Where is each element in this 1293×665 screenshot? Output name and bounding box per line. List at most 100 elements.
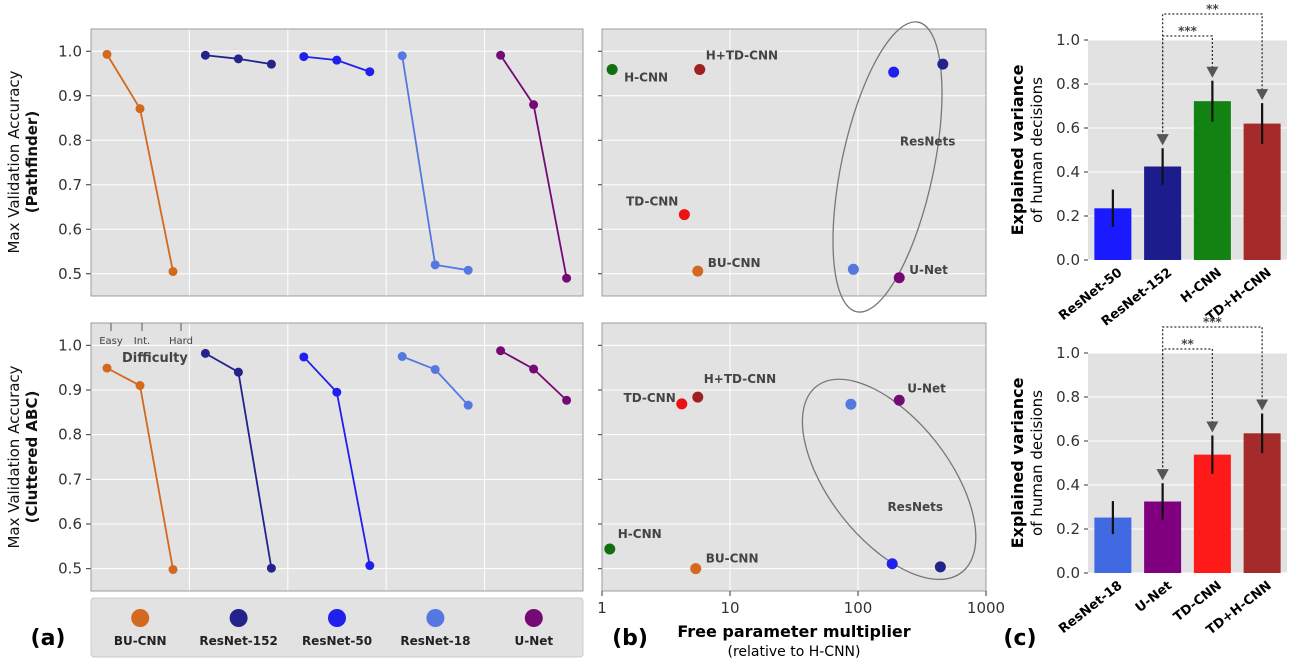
data-point-easy <box>299 52 309 62</box>
y-axis-sublabel-human-decisions: of human decisions <box>1028 77 1046 223</box>
y-tick-label: 0.6 <box>58 515 82 533</box>
scatter-point-label: BU-CNN <box>706 552 759 566</box>
legend-marker-resnet-50 <box>328 609 346 627</box>
y-tick-label: 0.2 <box>1056 520 1080 538</box>
resnets-group-ellipse <box>801 378 977 581</box>
scatter-point-u-net <box>893 394 905 406</box>
y-tick-label: 1.0 <box>58 42 82 60</box>
y-tick-label: 1.0 <box>1056 31 1080 49</box>
bar-td-h-cnn <box>1243 123 1281 260</box>
bar-td-h-cnn <box>1243 433 1281 573</box>
y-axis-label-explained-variance: Explained variance <box>1008 377 1027 548</box>
data-point-easy <box>496 50 506 60</box>
x-axis-sublabel: (relative to H-CNN) <box>728 644 861 660</box>
y-tick-label: 0.6 <box>58 220 82 238</box>
panel-c-letter: (c) <box>1003 626 1036 651</box>
y-axis-label: Max Validation Accuracy <box>5 70 23 253</box>
data-point-hard <box>168 565 178 575</box>
difficulty-hard-label: Hard <box>169 336 193 347</box>
difficulty-easy-label: Easy <box>99 336 123 347</box>
significance-bracket <box>1161 13 1263 137</box>
data-point-hard <box>562 273 572 283</box>
legend-box <box>90 597 584 658</box>
y-tick-label: 0.2 <box>1056 207 1080 225</box>
scatter-point-resnet-18 <box>845 398 857 410</box>
scatter-point-label: TD-CNN <box>626 195 678 209</box>
legend-marker-bu-cnn <box>131 609 150 627</box>
significance-arrowhead <box>1206 421 1219 433</box>
data-point-hard <box>168 267 178 277</box>
y-tick-label: 0.4 <box>1056 476 1080 494</box>
scatter-point-bu-cnn <box>692 265 704 277</box>
scatter-point-td-cnn <box>678 209 690 221</box>
y-tick-label: 0.4 <box>1056 163 1080 181</box>
scatter-point-h-td-cnn <box>692 391 704 403</box>
significance-label: *** <box>1178 24 1198 38</box>
data-point-easy <box>299 352 309 362</box>
x-tick-label: 1000 <box>967 599 1005 617</box>
scatter-point-label: H+TD-CNN <box>704 372 776 386</box>
y-axis-sublabel-human-decisions: of human decisions <box>1028 390 1046 536</box>
scatter-point-resnet-50 <box>886 558 898 570</box>
significance-arrowhead <box>1206 66 1219 78</box>
y-tick-label: 0.5 <box>58 265 82 283</box>
scatter-point-label: U-Net <box>907 381 946 395</box>
significance-bracket <box>1161 326 1263 472</box>
panel-b-top-background <box>602 29 986 296</box>
data-point-easy <box>200 50 210 60</box>
scatter-point-resnet-18 <box>847 263 859 275</box>
panel-frame <box>601 28 987 297</box>
y-tick-label: 0.8 <box>58 426 82 444</box>
data-point-hard <box>266 59 276 69</box>
scatter-point-label: H+TD-CNN <box>706 48 778 62</box>
resnets-annotation: ResNets <box>900 134 956 148</box>
scatter-point-h-td-cnn <box>694 63 706 75</box>
bar-td-cnn <box>1193 454 1231 573</box>
scatter-point-label: BU-CNN <box>708 256 761 270</box>
data-point-easy <box>102 49 112 59</box>
scatter-point-td-cnn <box>676 398 688 410</box>
y-tick-label: 0.0 <box>1056 251 1080 269</box>
y-tick-label: 0.8 <box>1056 75 1080 93</box>
data-point-int <box>529 364 539 374</box>
panel-a-top-background <box>91 29 583 296</box>
legend-marker-resnet-152 <box>229 609 248 627</box>
scatter-point-h-cnn <box>604 543 616 555</box>
scatter-point-resnet-152 <box>937 58 949 70</box>
y-axis-sublabel-pathfinder: (Pathfinder) <box>23 111 41 213</box>
data-point-easy <box>397 51 407 61</box>
scatter-point-u-net <box>893 272 905 284</box>
data-point-easy <box>496 346 506 356</box>
x-category-label: H-CNN <box>1178 265 1225 306</box>
difficulty-int-label: Int. <box>134 336 150 347</box>
significance-arrowhead <box>1256 89 1269 101</box>
x-tick-label: 100 <box>844 599 873 617</box>
y-tick-label: 0.8 <box>58 131 82 149</box>
significance-arrowhead <box>1156 134 1169 146</box>
scatter-point-label: H-CNN <box>624 70 668 84</box>
difficulty-title: Difficulty <box>122 351 188 366</box>
data-marks <box>102 13 1281 627</box>
data-point-int <box>233 54 243 64</box>
significance-label: ** <box>1181 337 1194 351</box>
data-point-int <box>529 100 539 110</box>
legend-label: ResNet-18 <box>400 634 470 648</box>
x-category-label: U-Net <box>1133 578 1175 616</box>
significance-label: *** <box>1203 315 1223 329</box>
data-point-int <box>332 387 342 397</box>
y-tick-label: 1.0 <box>58 336 82 354</box>
y-axis-label: Max Validation Accuracy <box>5 365 23 548</box>
data-point-easy <box>200 348 210 358</box>
data-point-easy <box>102 363 112 373</box>
significance-arrowhead <box>1256 399 1269 411</box>
panel-frame <box>90 322 584 592</box>
resnets-group-ellipse <box>832 21 943 313</box>
legend-label: U-Net <box>514 634 553 648</box>
y-tick-label: 0.5 <box>58 560 82 578</box>
scatter-point-h-cnn <box>606 63 618 75</box>
data-point-easy <box>397 352 407 361</box>
data-point-hard <box>365 67 375 77</box>
y-tick-label: 0.9 <box>58 381 82 399</box>
y-tick-label: 0.6 <box>1056 119 1080 137</box>
bar-h-cnn <box>1193 101 1231 260</box>
